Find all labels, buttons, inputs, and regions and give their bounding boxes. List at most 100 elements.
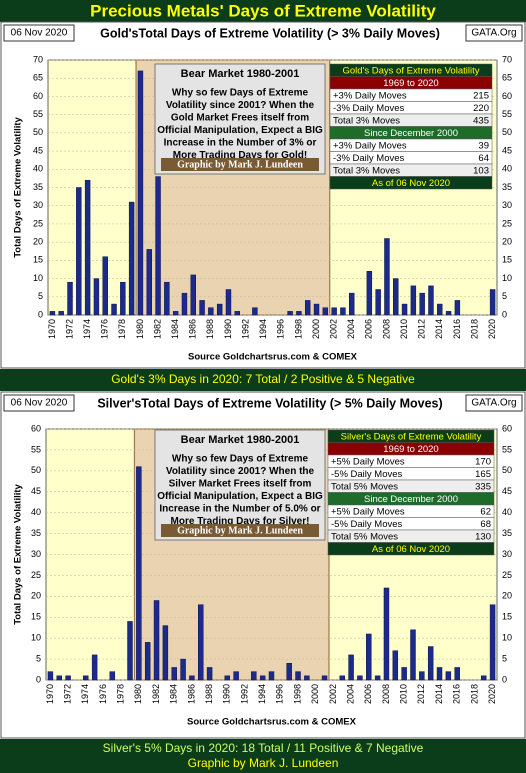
y-tick-label-right: 5 (502, 653, 507, 663)
x-tick-label: 1992 (240, 319, 250, 339)
bar (410, 285, 417, 316)
bar (102, 256, 108, 316)
bar (410, 629, 416, 681)
date-box (3, 394, 75, 412)
y-tick-label: 30 (31, 549, 41, 559)
table-footer: As of 06 Nov 2020 (372, 544, 450, 555)
bar (153, 600, 160, 681)
y-tick-label: 65 (33, 73, 43, 83)
bar (171, 667, 177, 681)
x-tick-label: 1992 (239, 684, 249, 704)
y-tick-label-right: 70 (502, 54, 512, 64)
y-axis-label: Total Days of Extreme Volatility (13, 116, 24, 257)
table-row-label: +3% Daily Moves (333, 140, 407, 151)
note-line: More Trading Days for Silver! (171, 516, 310, 527)
bar (93, 278, 100, 316)
source: Source Goldchartsrus.com & COMEX (187, 717, 357, 728)
chart-title: Silver'sTotal Days of Extreme Volatility… (97, 396, 442, 410)
y-tick-label: 55 (31, 444, 41, 454)
bar (286, 663, 292, 681)
table-row-label: -5% Daily Moves (331, 519, 403, 530)
bar (198, 604, 204, 681)
table-footer: As of 06 Nov 2020 (372, 178, 450, 189)
bar (481, 675, 487, 681)
table-section-heading: Since December 2000 (364, 494, 458, 505)
date: 06 Nov 2020 (11, 28, 68, 39)
table-footer-bg (329, 176, 493, 190)
y-tick-label-right: 15 (502, 255, 512, 265)
bar (76, 187, 82, 316)
y-tick-label-right: 65 (502, 73, 512, 83)
y-tick-label-right: 60 (502, 423, 512, 433)
y-tick-label-right: 55 (502, 109, 512, 119)
y-tick-label: 10 (31, 633, 41, 643)
bar (49, 311, 56, 316)
note-box (154, 429, 326, 541)
bar (375, 289, 381, 316)
bar (445, 671, 452, 681)
bar (489, 289, 496, 316)
note-line: Increase in the Number of 5.0% or (159, 504, 320, 515)
x-tick-label: 2020 (487, 319, 497, 339)
x-tick-label: 2008 (381, 319, 391, 339)
table-row-value: 62 (480, 506, 491, 517)
x-tick-label: 1998 (292, 684, 302, 704)
note-title: Bear Market 1980-2001 (181, 434, 300, 446)
note-line: Official Manipulation, Expect a BIG (157, 125, 323, 136)
note-line: More Trading Days for Gold! (173, 150, 307, 161)
note-line: Why so few Days of Extreme (172, 88, 309, 99)
bar (225, 289, 232, 316)
bar (445, 311, 452, 316)
y-tick-label: 55 (33, 109, 43, 119)
y-tick-label-right: 45 (502, 145, 512, 155)
bar (252, 307, 258, 316)
x-tick-label: 1976 (98, 684, 108, 704)
x-tick-label: 2004 (346, 319, 356, 339)
x-tick-label: 1988 (204, 684, 214, 704)
x-tick-label: 1998 (293, 319, 303, 339)
x-tick-label: 1986 (186, 684, 196, 704)
bar (120, 281, 126, 316)
x-tick-label: 1994 (258, 319, 268, 339)
bar (392, 650, 399, 681)
y-tick-label: 35 (33, 182, 43, 192)
bar (251, 671, 257, 681)
bar (109, 671, 116, 681)
x-tick-label: 1982 (152, 319, 162, 339)
bar (224, 675, 231, 681)
bar (58, 311, 64, 316)
x-tick-label: 2008 (381, 684, 391, 704)
bar (305, 300, 311, 316)
footer-bar (0, 739, 526, 773)
bar (384, 238, 390, 316)
bar (419, 292, 425, 316)
bar (374, 675, 381, 681)
y-axis-label: Total Days of Extreme Volatility (13, 483, 24, 624)
bar (366, 271, 373, 316)
bar (128, 201, 135, 316)
y-tick-label-right: 30 (502, 200, 512, 210)
bar (233, 671, 239, 681)
note-line: Volatility since 2001? When the (166, 466, 315, 477)
table-row-value: 103 (473, 165, 489, 176)
x-tick-label: 1980 (135, 319, 145, 339)
x-tick-label: 2016 (452, 319, 462, 339)
y-tick-label-right: 50 (502, 127, 512, 137)
x-tick-label: 2004 (345, 684, 355, 704)
x-tick-label: 2012 (417, 319, 427, 339)
table-row-label: -3% Daily Moves (333, 153, 405, 164)
x-tick-label: 2010 (399, 319, 409, 339)
bar (47, 671, 54, 681)
y-tick-label: 45 (33, 145, 43, 155)
x-tick-label: 1990 (222, 684, 232, 704)
y-tick-label: 0 (38, 309, 43, 319)
header-bar (0, 0, 526, 22)
y-tick-label: 25 (31, 570, 41, 580)
x-tick-label: 1970 (45, 684, 55, 704)
x-tick-label: 2010 (399, 684, 409, 704)
y-tick-label-right: 50 (502, 465, 512, 475)
table-section-heading: 1969 to 2020 (383, 78, 438, 89)
bar (331, 307, 337, 316)
x-tick-label: 2006 (363, 684, 373, 704)
